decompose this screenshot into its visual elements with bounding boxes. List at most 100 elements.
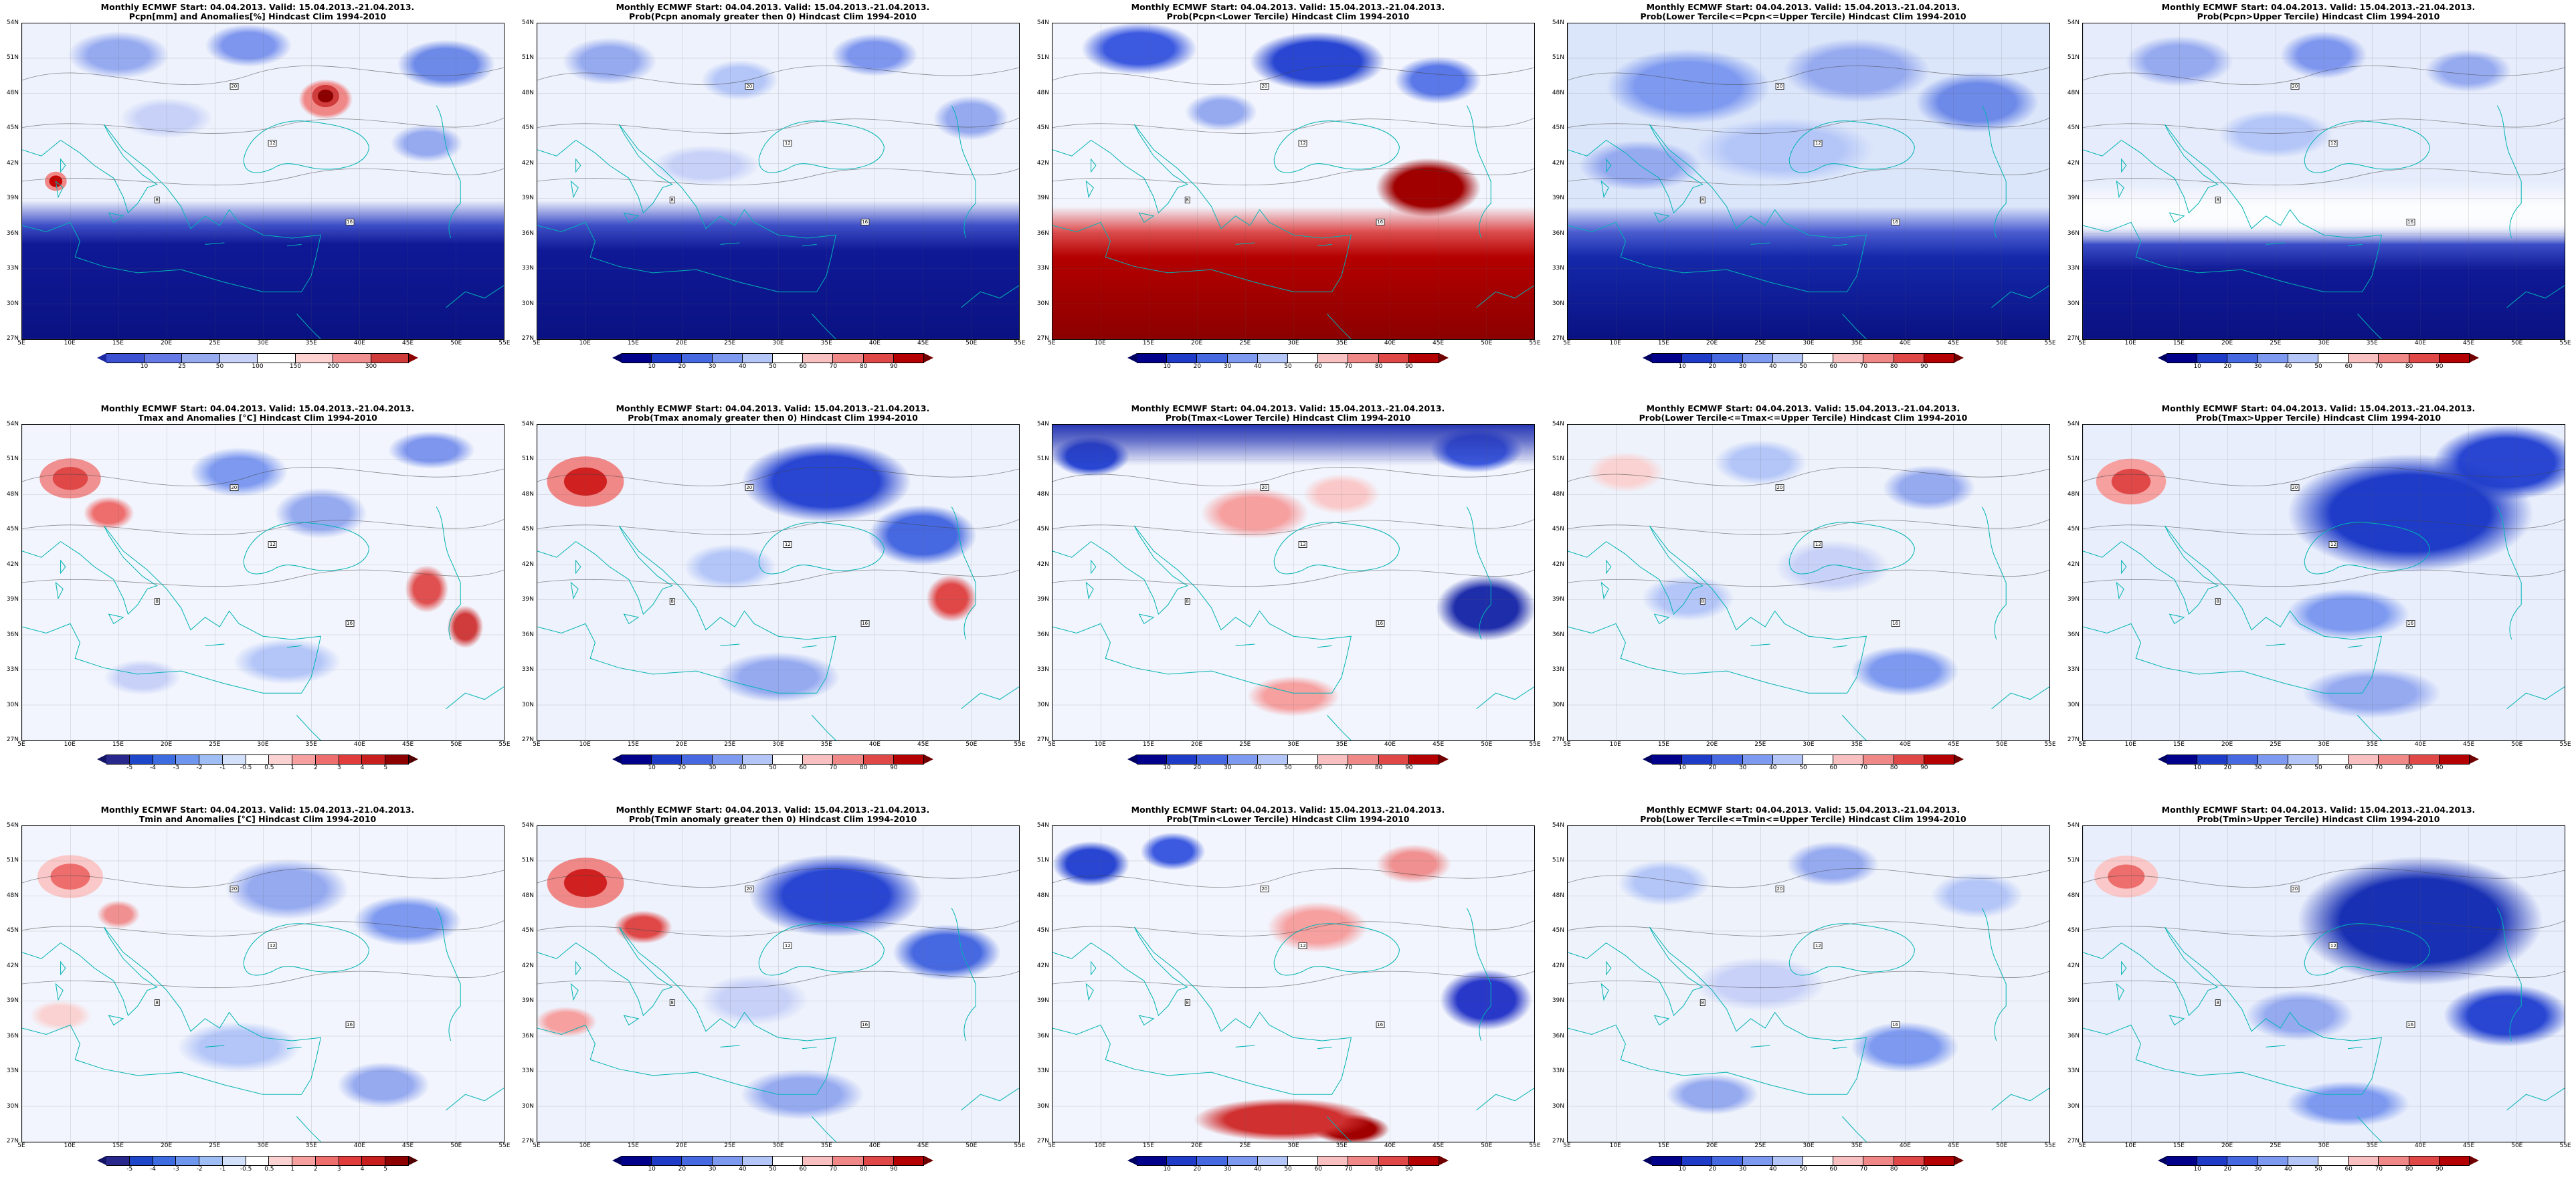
lon-tick-label: 40E xyxy=(868,340,881,346)
lon-tick-label: 10E xyxy=(64,340,76,346)
colorbar-bar xyxy=(612,353,934,363)
contour-label: 16 xyxy=(1891,1021,1900,1029)
coastline xyxy=(205,1045,225,1047)
lon-tick-label: 40E xyxy=(353,340,365,346)
colorbar-tick-label: 80 xyxy=(1890,363,1898,370)
panel-pcpn-prob-below-lower: Monthly ECMWF Start: 04.04.2013. Valid: … xyxy=(1030,0,1546,401)
lat-tick-label: 54N xyxy=(6,19,19,26)
colorbar-tick-label: 80 xyxy=(1890,1166,1898,1173)
coastline xyxy=(1992,1088,2049,1110)
lat-tick-label: 27N xyxy=(6,335,19,342)
colorbar-segment xyxy=(1894,353,1924,363)
coastline xyxy=(1317,1047,1332,1048)
colorbar-segment xyxy=(1742,353,1773,363)
colorbar-left-arrow-icon xyxy=(1127,353,1137,363)
lon-tick-label: 50E xyxy=(1996,1142,2008,1149)
lat-tick-label: 45N xyxy=(1036,124,1049,132)
coastline xyxy=(1606,927,1703,1015)
colorbar-bar xyxy=(1127,353,1449,363)
colorbar-segment xyxy=(1863,754,1894,765)
lon-tick-label: 35E xyxy=(1851,741,1863,748)
lon-axis: 5E 10E 15E 20E 25E 30E 35E 40E 45E 50E 55E xyxy=(1048,1142,1540,1150)
lon-tick-label: 15E xyxy=(2173,1142,2185,1149)
colorbar-segment xyxy=(1833,754,1864,765)
colorbar-left-arrow-icon xyxy=(1643,755,1652,764)
lat-tick-label: 30N xyxy=(1036,701,1049,708)
lat-tick-label: 39N xyxy=(1552,195,1564,202)
colorbar-bar xyxy=(1127,1155,1449,1166)
map-tmax-prob-pos-anomaly: 8 12 16 20 xyxy=(537,424,1020,741)
contour-label: 16 xyxy=(2406,219,2415,226)
colorbar-tick-label: 60 xyxy=(1314,1166,1322,1173)
colorbar-segment xyxy=(893,353,925,363)
colorbar-segment xyxy=(222,754,246,765)
lon-tick-label: 25E xyxy=(1239,741,1251,748)
coastline xyxy=(2348,645,2363,647)
lon-tick-label: 45E xyxy=(402,741,414,748)
colorbar-tick-label: 50 xyxy=(769,1166,777,1173)
colorbar-segment xyxy=(742,1155,773,1166)
colorbar-right-arrow-icon xyxy=(924,1156,934,1165)
contour-line xyxy=(22,118,504,134)
contour-label: 12 xyxy=(1298,942,1307,950)
colorbar-tick-labels: 10 20 30 40 50 60 70 80 90 xyxy=(1652,1166,1954,1174)
colorbar-segment xyxy=(652,353,682,363)
colorbar-tick-label: 90 xyxy=(1920,1166,1928,1173)
colorbar-tick-label: 40 xyxy=(739,1166,747,1173)
lat-tick-label: 51N xyxy=(1036,857,1049,864)
contour-line xyxy=(537,66,1019,84)
lat-tick-label: 42N xyxy=(2067,561,2080,568)
coastline xyxy=(2357,1116,2381,1142)
colorbar-tick-label: 30 xyxy=(2253,363,2262,370)
coastline xyxy=(537,542,576,558)
colorbar-tick-label: 100 xyxy=(252,363,264,370)
coastline xyxy=(104,124,320,292)
panel-title-line1: Monthly ECMWF Start: 04.04.2013. Valid: … xyxy=(1131,403,1445,413)
contour-label: 20 xyxy=(1260,886,1269,893)
lon-tick-label: 10E xyxy=(1094,340,1106,346)
coastline xyxy=(1236,644,1255,645)
colorbar-segment xyxy=(773,754,804,765)
map-pcpn-prob-pos-anomaly: 8 12 16 20 xyxy=(537,23,1020,340)
colorbar-tick-label: -4 xyxy=(150,765,157,771)
colorbar-prob: 10 20 30 40 50 60 70 80 90 xyxy=(2158,754,2480,773)
lon-tick-label: 55E xyxy=(498,340,511,346)
contour-line xyxy=(1052,467,1534,486)
colorbar-segment xyxy=(2167,754,2198,765)
contour-label: 20 xyxy=(229,83,239,90)
lat-tick-label: 30N xyxy=(2067,1102,2080,1110)
contour-line xyxy=(2083,868,2565,887)
coastline xyxy=(2116,181,2124,197)
coastline xyxy=(1274,121,1399,173)
lon-tick-label: 5E xyxy=(1563,1142,1571,1149)
lat-axis: 54N 51N 48N 45N 42N 39N 36N 33N 30N 27N xyxy=(1547,822,1566,1144)
colorbar-tick-label: 70 xyxy=(1859,765,1868,771)
colorbar-tick-label: 70 xyxy=(1344,1166,1353,1173)
colorbar-segment xyxy=(2379,1155,2409,1166)
colorbar-segment xyxy=(1197,353,1228,363)
colorbar-segment xyxy=(339,1155,363,1166)
lon-tick-label: 55E xyxy=(2559,1142,2571,1149)
panel-tmin-prob-above-upper: Monthly ECMWF Start: 04.04.2013. Valid: … xyxy=(2061,803,2576,1204)
colorbar-segment xyxy=(1894,1155,1924,1166)
colorbar-segment xyxy=(222,1155,246,1166)
coastline xyxy=(1091,561,1096,573)
coastline-contour-overlay xyxy=(1052,826,1534,1142)
colorbar-right-arrow-icon xyxy=(924,755,934,764)
coastline xyxy=(1655,213,1669,222)
lon-axis: 5E 10E 15E 20E 25E 30E 35E 40E 45E 50E 55E xyxy=(2078,1142,2571,1150)
coastline-contour-overlay xyxy=(1052,23,1534,339)
coastline xyxy=(1317,244,1332,245)
lat-tick-label: 36N xyxy=(1552,229,1564,237)
lat-tick-label: 27N xyxy=(1036,335,1049,342)
colorbar-segment xyxy=(106,754,130,765)
colorbar-tick-label: -1 xyxy=(219,1166,226,1173)
colorbar-tick-label: 1 xyxy=(290,1166,295,1173)
colorbar-tick-label: 60 xyxy=(799,1166,807,1173)
lat-tick-label: 54N xyxy=(1552,19,1564,26)
lon-tick-label: 40E xyxy=(2414,741,2426,748)
map-tmin-amount-anomaly: 8 12 16 20 xyxy=(21,825,504,1142)
colorbar-bar xyxy=(1127,754,1449,765)
colorbar-bar xyxy=(2158,1155,2480,1166)
lat-tick-label: 30N xyxy=(6,300,19,307)
